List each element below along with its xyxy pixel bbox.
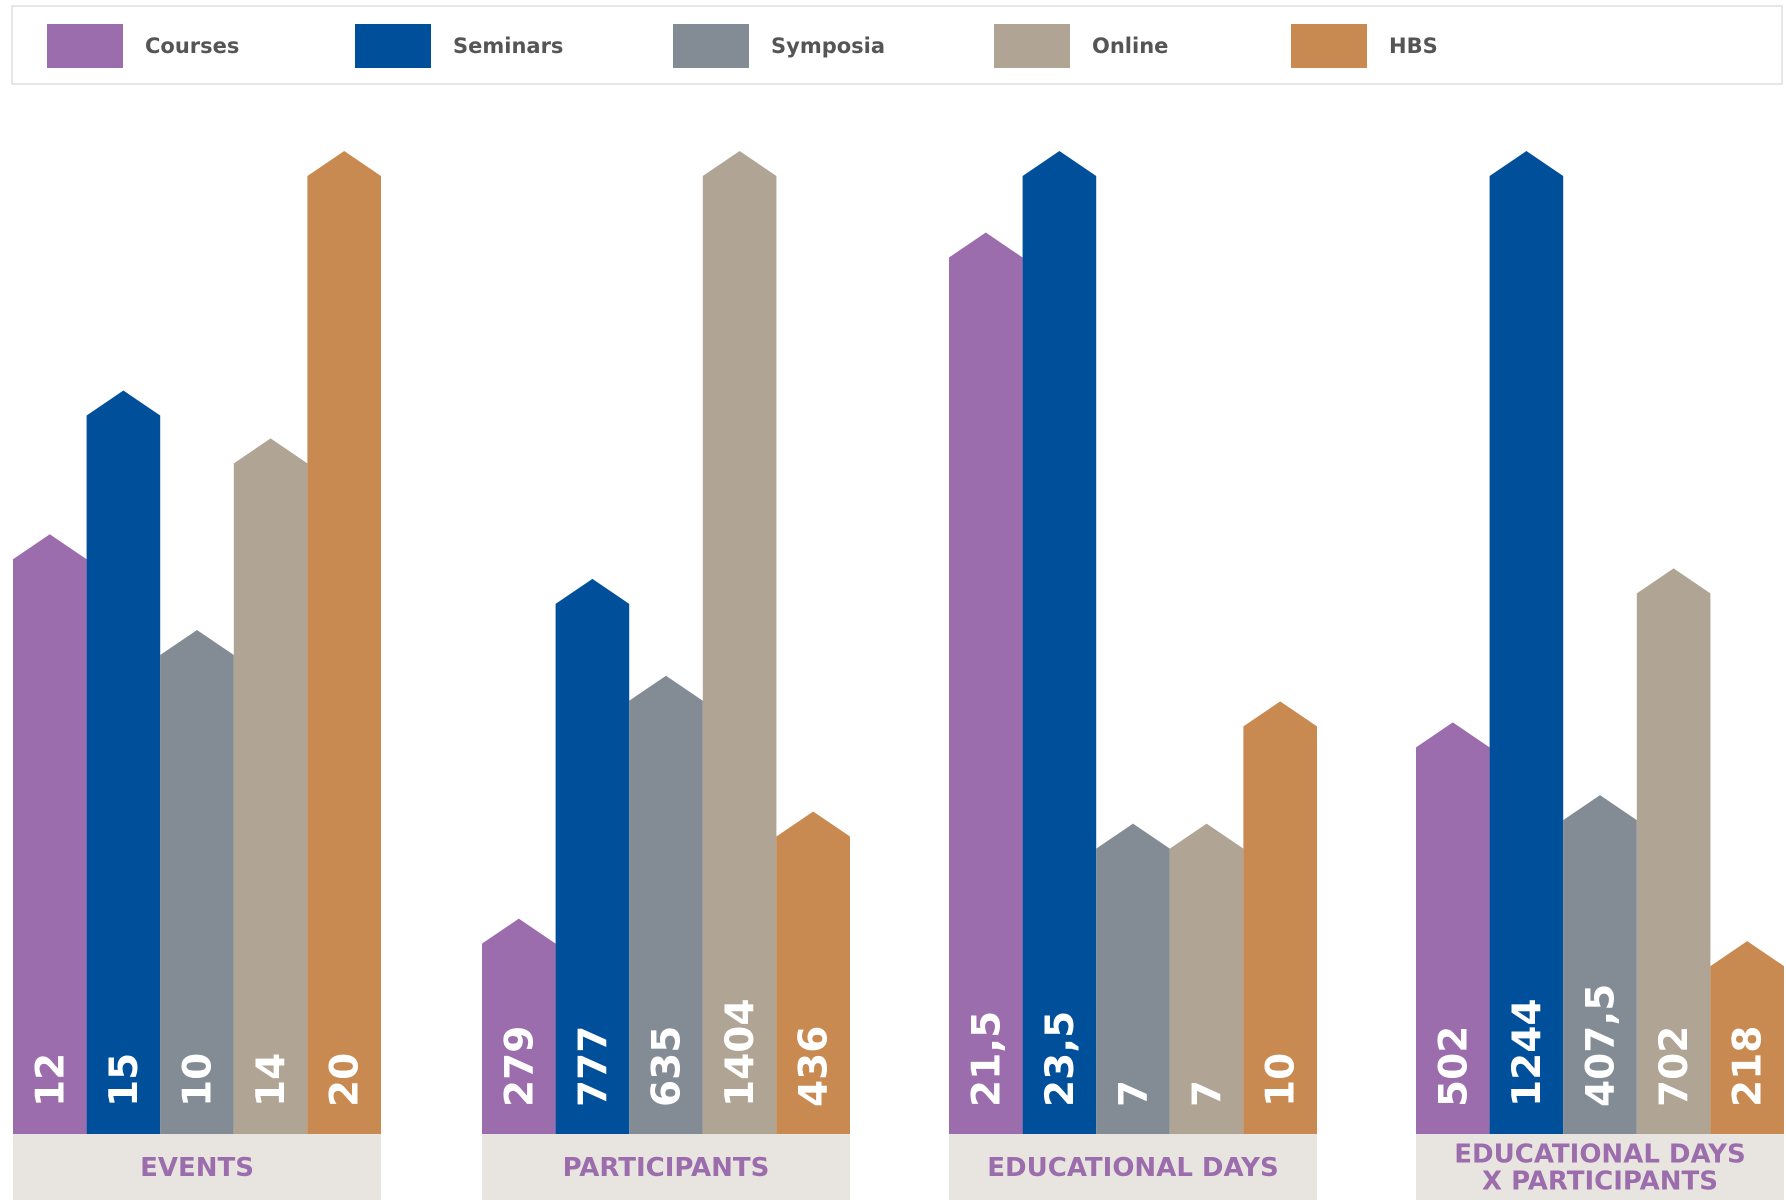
bar-participants-symposia: [629, 675, 703, 1134]
bar-value-educational-days-x-participants-hbs: 218: [1726, 1026, 1771, 1107]
category-band-events: [13, 1134, 381, 1200]
legend-swatch-hbs: [1291, 24, 1367, 68]
bar-value-educational-days-x-participants-courses: 502: [1431, 1026, 1476, 1107]
bar-events-symposia: [160, 630, 234, 1134]
bar-value-educational-days-x-participants-online: 702: [1652, 1026, 1697, 1107]
bar-educational-days-x-participants-courses: [1416, 722, 1490, 1134]
bar-value-educational-days-courses: 21,5: [964, 1011, 1009, 1107]
category-label-participants: PARTICIPANTS: [563, 1153, 770, 1183]
bar-educational-days-x-participants-hbs: [1710, 941, 1784, 1134]
bar-events-hbs: [307, 151, 381, 1134]
bar-educational-days-x-participants-seminars: [1489, 151, 1564, 1134]
category-band-educational-days: [949, 1134, 1317, 1200]
bar-value-events-seminars: 15: [102, 1053, 147, 1107]
category-band-participants: [482, 1134, 850, 1200]
bar-value-educational-days-hbs: 10: [1259, 1053, 1304, 1107]
category-band-educational-days-x-participants: [1416, 1134, 1784, 1200]
category-label-educational-days-x-participants-line-2: X PARTICIPANTS: [1482, 1167, 1718, 1197]
bar-value-participants-seminars: 777: [571, 1026, 616, 1107]
bar-educational-days-hbs: [1243, 701, 1317, 1134]
bar-value-events-hbs: 20: [323, 1053, 368, 1107]
bar-educational-days-online: [1169, 823, 1244, 1134]
bar-value-events-symposia: 10: [176, 1053, 221, 1107]
bar-value-educational-days-x-participants-symposia: 407,5: [1579, 984, 1624, 1107]
bar-value-participants-symposia: 635: [645, 1026, 690, 1107]
legend-label-hbs: HBS: [1389, 34, 1438, 58]
bar-events-courses: [13, 534, 87, 1134]
bar-events-online: [233, 438, 308, 1134]
bar-value-educational-days-seminars: 23,5: [1038, 1011, 1083, 1107]
legend-label-courses: Courses: [145, 34, 240, 58]
bar-group-events: 12 15 10 14 20 EVENTS: [13, 151, 381, 1200]
legend-label-online: Online: [1092, 34, 1169, 58]
legend-swatch-courses: [47, 24, 123, 68]
legend-swatch-online: [994, 24, 1070, 68]
bar-educational-days-symposia: [1096, 823, 1170, 1134]
legend-swatch-symposia: [673, 24, 749, 68]
legend: Courses Seminars Symposia Online HBS: [11, 5, 1783, 85]
bar-value-participants-courses: 279: [497, 1026, 542, 1107]
legend-label-seminars: Seminars: [453, 34, 564, 58]
bar-value-events-courses: 12: [28, 1053, 73, 1107]
bar-group-educational-days: 21,5 23,5 7 7 10 EDUCATIONAL DAYS: [949, 151, 1317, 1200]
bar-participants-courses: [482, 918, 556, 1134]
bar-value-educational-days-symposia: 7: [1112, 1080, 1157, 1107]
bar-value-participants-online: 1404: [718, 998, 763, 1107]
bar-value-educational-days-x-participants-seminars: 1244: [1505, 998, 1550, 1107]
bar-educational-days-seminars: [1022, 151, 1097, 1134]
bar-participants-online: [702, 151, 777, 1134]
bar-educational-days-x-participants-symposia: [1563, 795, 1637, 1134]
category-label-educational-days-x-participants-line-1: EDUCATIONAL DAYS: [1454, 1140, 1745, 1170]
bar-value-participants-hbs: 436: [792, 1026, 837, 1107]
bar-value-events-online: 14: [249, 1053, 294, 1107]
bar-value-educational-days-online: 7: [1185, 1080, 1230, 1107]
bar-participants-hbs: [776, 811, 850, 1134]
bar-events-seminars: [86, 390, 161, 1134]
bar-educational-days-x-participants-online: [1636, 568, 1711, 1134]
bar-group-participants: 279 777 635 1404 436 PARTICIPANTS: [482, 151, 850, 1200]
category-label-educational-days: EDUCATIONAL DAYS: [987, 1153, 1278, 1183]
legend-label-symposia: Symposia: [771, 34, 886, 58]
category-label-events: EVENTS: [140, 1153, 254, 1183]
bar-participants-seminars: [555, 578, 630, 1134]
legend-swatch-seminars: [355, 24, 431, 68]
bar-educational-days-courses: [949, 232, 1023, 1134]
